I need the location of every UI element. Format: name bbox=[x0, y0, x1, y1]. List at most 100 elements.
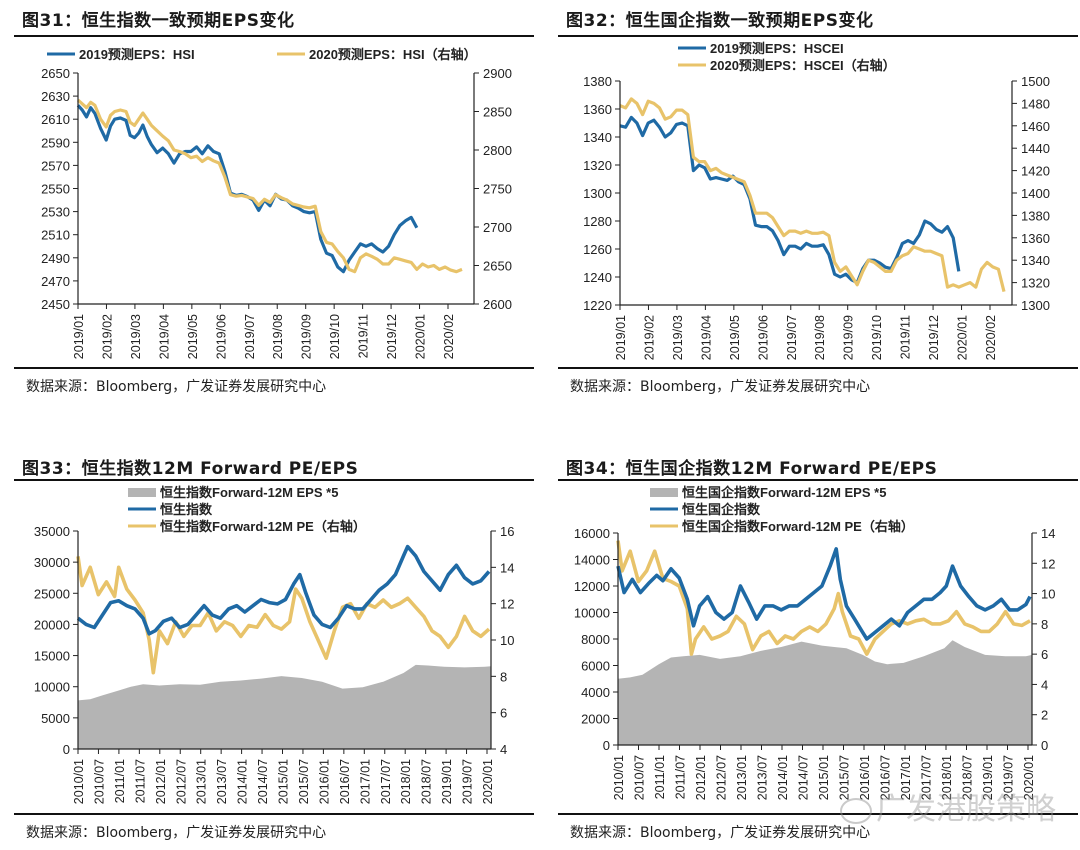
fig31-series-line-1 bbox=[76, 98, 463, 274]
fig33-x-tick-label: 2013/07 bbox=[215, 759, 229, 804]
figure-34-bottom-rule bbox=[558, 813, 1078, 815]
fig32-x-tick-label: 2019/11 bbox=[899, 315, 913, 359]
fig33-series-area-0 bbox=[78, 664, 491, 749]
fig31-right-tick-label: 2800 bbox=[483, 143, 512, 158]
fig31-left-tick-label: 2590 bbox=[41, 135, 70, 150]
fig34-left-tick-label: 8000 bbox=[581, 632, 610, 647]
fig34-x-tick-label: 2017/01 bbox=[899, 755, 913, 800]
fig34-x-tick-label: 2012/01 bbox=[694, 755, 708, 800]
fig33-legend-swatch bbox=[128, 488, 156, 497]
fig34-left-tick-label: 10000 bbox=[574, 606, 610, 621]
fig33-x-tick-label: 2018/07 bbox=[420, 759, 434, 804]
fig34-x-tick-label: 2011/01 bbox=[653, 755, 667, 799]
fig31-x-tick-label: 2020/01 bbox=[414, 314, 428, 359]
figure-32-source: 数据来源：Bloomberg，广发证券发展研究中心 bbox=[570, 379, 871, 395]
fig32-x-tick-label: 2019/08 bbox=[813, 315, 827, 360]
fig34-x-tick-label: 2016/01 bbox=[858, 755, 872, 800]
fig32-right-tick-label: 1400 bbox=[1021, 186, 1050, 201]
fig33-x-tick-label: 2016/01 bbox=[317, 759, 331, 804]
fig34-right-tick-label: 10 bbox=[1041, 587, 1055, 602]
fig31-x-tick-label: 2019/07 bbox=[243, 314, 257, 359]
fig34-legend-swatch bbox=[650, 488, 678, 497]
fig31-left-tick-label: 2650 bbox=[41, 66, 70, 81]
fig33-left-tick-label: 5000 bbox=[41, 711, 70, 726]
fig33-left-tick-label: 0 bbox=[63, 742, 70, 757]
fig34-x-tick-label: 2011/07 bbox=[674, 755, 688, 799]
fig32-x-tick-label: 2020/01 bbox=[956, 315, 970, 360]
fig32-right-tick-label: 1420 bbox=[1021, 164, 1050, 179]
fig32-chart: 1220 1240 1260 1280 1300 1320 1340 1360 1380 1300… bbox=[583, 41, 1050, 360]
fig32-series-line-0 bbox=[619, 115, 961, 285]
fig34-right-tick-label: 0 bbox=[1041, 738, 1048, 753]
fig31-left-tick-label: 2470 bbox=[41, 274, 70, 289]
fig32-x-tick-label: 2019/04 bbox=[699, 315, 713, 360]
fig32-right-tick-label: 1500 bbox=[1021, 74, 1050, 89]
fig34-series-line-2 bbox=[616, 540, 1031, 656]
figure-32-title: 图32：恒生国企指数一致预期EPS变化 bbox=[566, 11, 874, 31]
fig34-legend-label: 恒生国企指数Forward-12M PE（右轴） bbox=[682, 519, 914, 534]
fig31-x-tick-label: 2019/03 bbox=[129, 314, 143, 359]
fig31-x-tick-label: 2019/12 bbox=[385, 314, 399, 359]
figure-33-source: 数据来源：Bloomberg，广发证券发展研究中心 bbox=[26, 825, 327, 841]
fig33-legend-label: 恒生指数Forward-12M PE（右轴） bbox=[160, 519, 366, 534]
fig34-left-tick-label: 2000 bbox=[581, 712, 610, 727]
fig31-left-tick-label: 2510 bbox=[41, 228, 70, 243]
fig34-x-tick-label: 2016/07 bbox=[879, 755, 893, 800]
fig32-x-tick-label: 2019/12 bbox=[927, 315, 941, 360]
fig32-left-tick-label: 1280 bbox=[583, 214, 612, 229]
fig34-right-tick-label: 6 bbox=[1041, 647, 1048, 662]
fig31-right-tick-label: 2750 bbox=[483, 182, 512, 197]
fig31-x-tick-label: 2020/02 bbox=[442, 314, 456, 359]
fig31-right-tick-label: 2900 bbox=[483, 66, 512, 81]
fig33-chart: 0 5000 10000 15000 20000 25000 30000 35000 4 6 8 10… bbox=[34, 485, 515, 804]
fig33-left-tick-label: 35000 bbox=[34, 524, 70, 539]
fig34-series-line-1 bbox=[616, 547, 1032, 641]
fig32-left-tick-label: 1320 bbox=[583, 158, 612, 173]
fig33-x-tick-label: 2011/01 bbox=[113, 759, 127, 803]
fig33-legend-label: 恒生指数 bbox=[160, 502, 213, 517]
fig34-x-tick-label: 2013/07 bbox=[756, 755, 770, 800]
fig32-right-tick-label: 1320 bbox=[1021, 276, 1050, 291]
fig34-right-tick-label: 2 bbox=[1041, 708, 1048, 723]
fig33-left-tick-label: 10000 bbox=[34, 680, 70, 695]
fig32-series-line-1 bbox=[619, 97, 1006, 292]
fig31-right-tick-label: 2700 bbox=[483, 220, 512, 235]
fig34-left-tick-label: 6000 bbox=[581, 659, 610, 674]
fig34-right-tick-label: 12 bbox=[1041, 556, 1055, 571]
fig33-x-tick-label: 2012/01 bbox=[154, 759, 168, 804]
fig33-right-tick-label: 4 bbox=[500, 742, 507, 757]
fig34-x-tick-label: 2019/07 bbox=[1002, 755, 1016, 800]
fig32-legend-label: 2019预测EPS：HSCEI bbox=[710, 41, 844, 56]
fig31-legend-label: 2019预测EPS：HSI bbox=[79, 47, 195, 62]
fig33-x-tick-label: 2016/07 bbox=[338, 759, 352, 804]
fig34-left-tick-label: 0 bbox=[603, 738, 610, 753]
fig33-left-tick-label: 15000 bbox=[34, 649, 70, 664]
fig32-x-tick-label: 2019/10 bbox=[870, 315, 884, 360]
fig31-chart: 2450 2470 2490 2510 2530 2550 2570 2590 2610 2630… bbox=[41, 47, 512, 359]
fig32-right-tick-label: 1300 bbox=[1021, 298, 1050, 313]
fig34-x-tick-label: 2019/01 bbox=[981, 755, 995, 800]
fig32-left-tick-label: 1300 bbox=[583, 186, 612, 201]
fig33-right-tick-label: 8 bbox=[500, 669, 507, 684]
fig34-legend-label: 恒生国企指数 bbox=[682, 502, 761, 517]
fig34-left-tick-label: 4000 bbox=[581, 685, 610, 700]
fig33-series-line-2 bbox=[76, 556, 491, 675]
fig34-x-tick-label: 2015/07 bbox=[838, 755, 852, 800]
fig32-x-tick-label: 2019/03 bbox=[671, 315, 685, 360]
fig32-x-tick-label: 2019/09 bbox=[842, 315, 856, 360]
fig31-left-tick-label: 2450 bbox=[41, 297, 70, 312]
fig31-left-tick-label: 2530 bbox=[41, 205, 70, 220]
watermark-text: 广发港股策略 bbox=[876, 792, 1056, 827]
figure-34-panel: 图34：恒生国企指数12M Forward PE/EPS 数据来源：Bloomb… bbox=[558, 448, 1078, 848]
fig31-left-tick-label: 2490 bbox=[41, 251, 70, 266]
fig33-x-tick-label: 2010/01 bbox=[72, 759, 86, 804]
fig31-left-tick-label: 2550 bbox=[41, 182, 70, 197]
fig34-x-tick-label: 2013/01 bbox=[735, 755, 749, 800]
fig33-x-tick-label: 2011/07 bbox=[133, 759, 147, 803]
figure-31-bottom-rule bbox=[14, 367, 534, 369]
fig32-x-tick-label: 2019/07 bbox=[785, 315, 799, 360]
figure-32-top-rule bbox=[558, 35, 1078, 37]
fig33-x-tick-label: 2017/07 bbox=[379, 759, 393, 804]
fig33-right-tick-label: 14 bbox=[500, 560, 514, 575]
fig33-x-tick-label: 2018/01 bbox=[399, 759, 413, 804]
